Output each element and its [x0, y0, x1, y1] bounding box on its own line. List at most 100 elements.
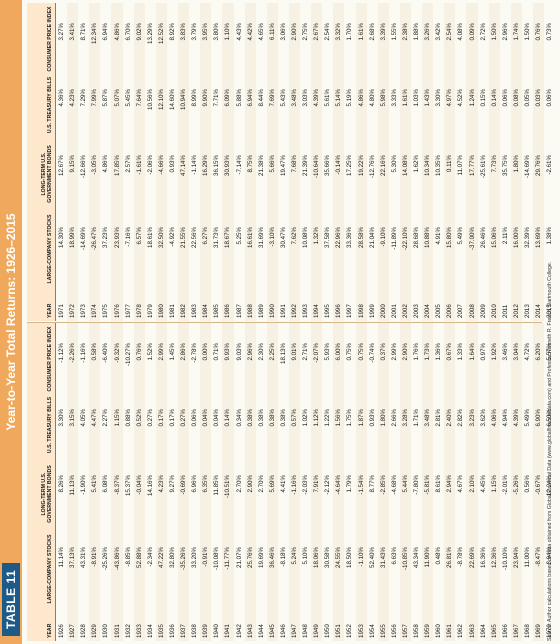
table-row: 1945 36.46% 5.69% 0.38% 2.25%	[266, 323, 278, 641]
govt-bonds-cell: 2.94%	[446, 475, 454, 493]
table-row: 1947 5.24% -1.16% 0.57% 9.01%	[288, 323, 301, 641]
col-header-tbills: U.S. TREASURY BILLS	[47, 76, 53, 134]
year-cell: 2009	[479, 304, 487, 318]
govt-bonds-cell: 2.57%	[124, 155, 132, 173]
cpi-cell: -2.07%	[313, 343, 321, 363]
cpi-cell: 2.86%	[180, 343, 188, 361]
govt-bonds-cell: -2.85%	[379, 475, 387, 495]
govt-bonds-cell: -3.05%	[91, 155, 99, 175]
large-stocks-cell: 26.81%	[446, 547, 454, 568]
year-cell: 1950	[324, 624, 332, 638]
govt-bonds-cell: 35.66%	[324, 155, 332, 176]
tbills-cell: 2.66%	[390, 409, 398, 427]
govt-bonds-cell: 8.77%	[368, 475, 376, 493]
year-cell: 2002	[401, 304, 409, 318]
tbills-cell: 6.94%	[246, 89, 254, 107]
right-table: YEAR LARGE-COMPANY STOCKS LONG-TERM U.S.…	[27, 3, 555, 321]
large-stocks-cell: -10.10%	[501, 547, 509, 571]
cpi-cell: 6.00%	[335, 343, 343, 361]
table-row: 1978 6.57% -1.61% 7.64% 9.02%	[133, 3, 145, 321]
table-row: 1942 21.07% 2.70% 0.34% 9.03%	[234, 323, 245, 641]
year-cell: 1975	[102, 304, 110, 318]
govt-bonds-cell: 4.23%	[157, 475, 165, 493]
govt-bonds-cell: 8.61%	[435, 475, 443, 493]
table-row: 1926 11.14% 8.26% 3.30% -1.12%	[56, 323, 67, 641]
col-header-govt-bonds: LONG-TERM U.S. GOVERNMENT BONDS	[41, 145, 53, 203]
large-stocks-cell: -0.91%	[202, 547, 210, 567]
tbills-cell: 1.61%	[401, 89, 409, 107]
cpi-cell: 1.36%	[435, 343, 443, 361]
year-cell: 1944	[257, 624, 265, 638]
table-row: 1941 -11.77% -10.51% 0.14% 9.93%	[222, 323, 234, 641]
large-stocks-cell: 5.25%	[235, 227, 243, 245]
table-row: 1992 7.62% 7.68% 3.48% 2.90%	[288, 3, 301, 321]
cpi-cell: 4.08%	[457, 23, 465, 41]
cpi-cell: 5.93%	[324, 343, 332, 361]
large-stocks-cell: -3.10%	[268, 227, 276, 247]
year-cell: 1995	[324, 304, 332, 318]
govt-bonds-cell: 7.91%	[313, 475, 321, 493]
tbills-cell: 0.38%	[246, 409, 254, 427]
year-cell: 2000	[379, 304, 387, 318]
table-row: 1946 -8.18% 4.41% 0.38% 18.13%	[278, 323, 289, 641]
govt-bonds-cell: 15.37%	[124, 475, 132, 496]
cpi-cell: 2.99%	[390, 343, 398, 361]
tbills-cell: 2.82%	[457, 409, 465, 427]
large-stocks-cell: 5.49%	[457, 227, 465, 245]
tbills-cell: 1.71%	[413, 409, 421, 427]
cpi-cell: 0.97%	[479, 343, 487, 361]
year-cell: 1988	[246, 304, 254, 318]
table-row: 1982 21.55% 47.14% 10.94% 3.83%	[178, 3, 190, 321]
table-row: 2013 32.39% -14.69% 0.05% 1.50%	[522, 3, 533, 321]
year-cell: 1955	[379, 624, 387, 638]
large-stocks-cell: -11.89%	[390, 227, 398, 250]
govt-bonds-cell: 2.90%	[246, 475, 254, 493]
tbills-cell: 4.97%	[446, 89, 454, 107]
large-stocks-cell: 33.36%	[346, 227, 354, 248]
large-stocks-cell: 32.80%	[168, 547, 176, 568]
year-cell: 1976	[113, 304, 121, 318]
tbills-cell: 4.36%	[58, 89, 66, 107]
tbills-cell: 0.17%	[168, 409, 176, 427]
large-stocks-cell: 31.69%	[257, 227, 265, 248]
large-stocks-cell: 31.73%	[213, 227, 221, 248]
table-row: 1929 -8.91% 5.41% 4.47% 0.58%	[89, 323, 101, 641]
cpi-cell: 3.26%	[424, 23, 432, 41]
cpi-cell: 2.38%	[401, 23, 409, 41]
col-header-cpi: CONSUMER PRICE INDEX	[47, 326, 53, 392]
govt-bonds-cell: -8.37%	[113, 475, 121, 495]
cpi-cell: 9.03%	[235, 343, 243, 361]
cpi-cell: 9.02%	[135, 23, 143, 41]
large-stocks-cell: 37.23%	[102, 227, 110, 248]
table-row: 1988 16.61% 8.75% 6.94% 4.42%	[244, 3, 256, 321]
year-cell: 1992	[291, 304, 299, 318]
large-stocks-cell: 32.50%	[157, 227, 165, 248]
table-row: 1969 -8.47% -0.67% 6.90% 6.20%	[533, 323, 545, 641]
table-row: 1961 26.81% 2.94% 2.40% 0.67%	[444, 323, 456, 641]
cpi-cell: 2.90%	[291, 23, 299, 41]
govt-bonds-cell: -7.80%	[413, 475, 421, 495]
cpi-cell: 2.68%	[368, 23, 376, 41]
cpi-cell: 3.80%	[213, 23, 221, 41]
year-cell: 1946	[279, 624, 287, 638]
table-row: 1976 23.93% 17.85% 5.07% 4.86%	[111, 3, 123, 321]
cpi-cell: -1.16%	[80, 343, 88, 363]
year-cell: 2008	[468, 304, 476, 318]
govt-bonds-cell: 9.27%	[168, 475, 176, 493]
tbills-cell: 3.30%	[58, 409, 66, 427]
year-cell: 1971	[58, 304, 66, 318]
cpi-cell: 1.64%	[468, 343, 476, 361]
cpi-cell: 18.13%	[279, 343, 287, 364]
col-header-year: YEAR	[47, 303, 53, 318]
year-cell: 1986	[224, 304, 232, 318]
table-row: 1997 33.36% 17.25% 5.19% 1.70%	[344, 3, 355, 321]
year-cell: 1951	[335, 624, 343, 638]
tbills-cell: 4.39%	[512, 409, 520, 427]
table-row: 1938 33.20% 6.96% 0.06% -2.78%	[189, 323, 200, 641]
large-stocks-cell: 30.47%	[279, 227, 287, 248]
table-row: 1928 43.31% -1.90% 4.05% -1.16%	[78, 323, 89, 641]
large-stocks-cell: -8.85%	[124, 547, 132, 567]
year-cell: 1980	[157, 304, 165, 318]
large-stocks-cell: -1.10%	[357, 547, 365, 567]
title-band: TABLE 11 Year-to-Year Total Returns: 192…	[0, 0, 22, 644]
